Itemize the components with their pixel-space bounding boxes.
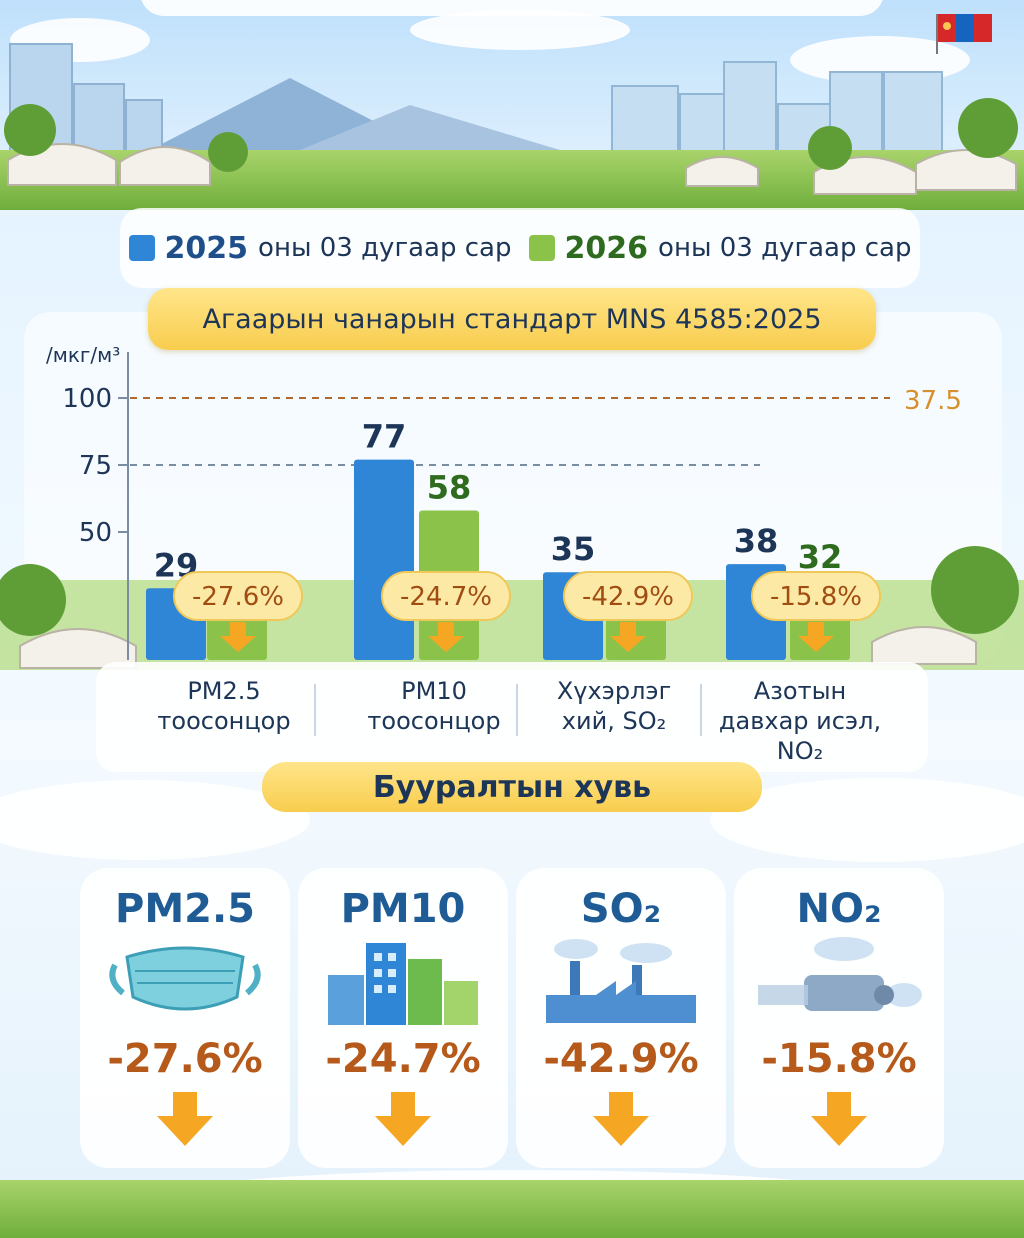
down-arrow-icon bbox=[220, 622, 256, 652]
legend-year: 2026 bbox=[564, 230, 649, 266]
face-mask-icon bbox=[109, 946, 261, 1011]
category-line: давхар исэл, bbox=[718, 707, 882, 735]
category-line: хий, SO₂ bbox=[561, 707, 667, 735]
factory-icon bbox=[546, 939, 696, 1023]
legend-swatch-2025 bbox=[128, 235, 155, 261]
card-percentage: -27.6% bbox=[107, 1036, 263, 1082]
down-arrow-icon bbox=[157, 1092, 213, 1146]
legend-year: 2025 bbox=[164, 230, 249, 266]
change-badge bbox=[563, 571, 693, 621]
card-title: PM10 bbox=[340, 886, 466, 932]
chart-legend: 2025 оны 03 дугаар сар 2026 оны 03 дугаа… bbox=[120, 208, 920, 288]
down-arrow-icon bbox=[610, 622, 646, 652]
change-badge bbox=[173, 571, 303, 621]
card-percentage: -42.9% bbox=[543, 1036, 699, 1082]
category-line: тоосонцор bbox=[157, 707, 291, 735]
change-badge bbox=[751, 571, 881, 621]
change-badge bbox=[381, 571, 511, 621]
legend-item-2026: 2026 оны 03 дугаар сар bbox=[528, 230, 912, 266]
legend-text: оны 03 дугаар сар bbox=[258, 233, 512, 263]
change-badge-label: -27.6% bbox=[192, 582, 284, 612]
change-badge-label: -42.9% bbox=[582, 582, 674, 612]
change-badge-label: -24.7% bbox=[400, 582, 492, 612]
reference-label: 37.5 bbox=[904, 386, 962, 416]
category-line: PM2.5 bbox=[187, 677, 261, 705]
category-label-so2: Хүхэрлэг хий, SO₂ bbox=[514, 676, 714, 736]
category-line: Азотын bbox=[753, 677, 847, 705]
category-panel bbox=[96, 662, 928, 772]
title-strip bbox=[140, 0, 884, 16]
card-title: SO₂ bbox=[580, 886, 662, 932]
y-tick-label: 50 bbox=[79, 518, 112, 548]
bar-value-label: 38 bbox=[734, 522, 779, 560]
category-label-pm10: PM10 тоосонцор bbox=[334, 676, 534, 736]
standard-banner: Агаарын чанарын стандарт MNS 4585:2025 bbox=[148, 288, 876, 350]
y-tick-label: 75 bbox=[79, 451, 112, 481]
card-percentage: -24.7% bbox=[325, 1036, 481, 1082]
category-label-pm25: PM2.5 тоосонцор bbox=[124, 676, 324, 736]
category-line: NO₂ bbox=[776, 737, 824, 765]
card-percentage: -15.8% bbox=[761, 1036, 917, 1082]
category-label-no2: Азотын давхар исэл, NO₂ bbox=[700, 676, 900, 766]
legend-text: оны 03 дугаар сар bbox=[658, 233, 912, 263]
category-line: тоосонцор bbox=[367, 707, 501, 735]
bar-value-label: 35 bbox=[551, 530, 596, 568]
category-line: Хүхэрлэг bbox=[556, 677, 672, 705]
change-badge-label: -15.8% bbox=[770, 582, 862, 612]
card-title: PM2.5 bbox=[115, 886, 255, 932]
category-line: PM10 bbox=[401, 677, 467, 705]
category-divider bbox=[314, 684, 316, 736]
down-arrow-icon bbox=[811, 1092, 867, 1146]
down-arrow-icon bbox=[593, 1092, 649, 1146]
bar-2025-1 bbox=[354, 459, 414, 660]
down-arrow-icon bbox=[375, 1092, 431, 1146]
bar-value-label: 58 bbox=[427, 469, 472, 507]
category-divider bbox=[516, 684, 518, 736]
down-arrow-icon bbox=[428, 622, 464, 652]
card-title: NO₂ bbox=[796, 886, 882, 932]
mongolia-flag-icon bbox=[936, 14, 992, 54]
bar-value-label: 77 bbox=[362, 418, 407, 456]
legend-item-2025: 2025 оны 03 дугаар сар bbox=[128, 230, 512, 266]
down-arrow-icon bbox=[798, 622, 834, 652]
y-axis-unit: /мкг/м³ bbox=[46, 343, 120, 367]
category-divider bbox=[700, 684, 702, 736]
bar-value-label: 32 bbox=[798, 538, 843, 576]
vehicle-exhaust-icon bbox=[758, 937, 922, 1011]
y-tick-label: 100 bbox=[62, 384, 112, 414]
bar-chart: /мкг/м³100755037.52977353821582032-27.6%… bbox=[46, 343, 962, 660]
reduction-title: Бууралтын хувь bbox=[262, 762, 762, 812]
city-buildings-icon bbox=[328, 943, 478, 1025]
legend-swatch-2026 bbox=[528, 235, 555, 261]
